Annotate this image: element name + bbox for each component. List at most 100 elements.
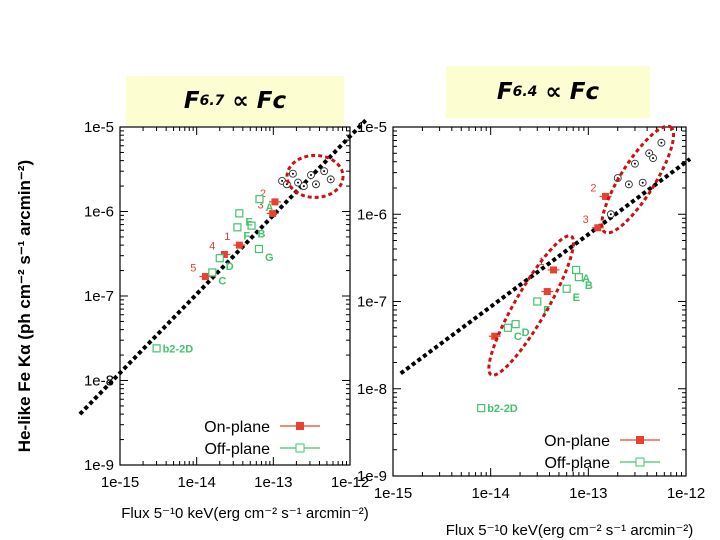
- title-right-symbol: F: [496, 79, 513, 105]
- x-axis-label: Flux 5⁻¹0 keV(erg cm⁻² s⁻¹ arcmin⁻²): [121, 505, 369, 522]
- off-plane-point: [215, 254, 224, 263]
- on-plane-point: [602, 192, 610, 200]
- on-plane-label: 5: [190, 263, 196, 275]
- y-tick-label: 1e-8: [84, 373, 114, 390]
- highlight-ellipse: [285, 153, 345, 199]
- y-tick-label: 1e-5: [357, 119, 387, 136]
- off-plane-point: [254, 244, 264, 254]
- legend-marker: [635, 457, 645, 467]
- other-point-center: [302, 185, 305, 188]
- legend-marker: [296, 422, 304, 430]
- off-plane-label: D: [522, 327, 530, 339]
- other-point-center: [281, 179, 284, 182]
- on-plane-point: [271, 198, 279, 206]
- y-tick-label: 1e-9: [84, 457, 114, 474]
- other-point-center: [329, 178, 332, 181]
- x-tick-label: 1e-13: [254, 474, 292, 491]
- on-plane-point: [543, 288, 551, 296]
- y-axis-label: He-like Fe Kα (ph cm⁻² s⁻¹ arcmin⁻²): [15, 160, 34, 452]
- title-left-symbol: F: [183, 88, 200, 114]
- y-tick-label: 1e-7: [357, 294, 387, 311]
- off-plane-point: [562, 284, 571, 293]
- legend-label: Off-plane: [544, 455, 610, 472]
- other-point-center: [609, 213, 612, 216]
- other-point-center: [310, 174, 313, 177]
- x-tick-label: 1e-12: [667, 485, 705, 502]
- title-left-rhs: Fc: [256, 88, 287, 114]
- chart-right: 1e-15 1e-14 1e-13 1e-12 1e-9 1e-8 1e-7 1e-6 1e-5…: [357, 119, 705, 539]
- title-right-rhs: Fc: [569, 79, 600, 105]
- legend-marker: [636, 436, 644, 444]
- x-tick-label: 1e-15: [374, 485, 412, 502]
- other-point-center: [314, 183, 317, 186]
- on-plane-point: [550, 266, 558, 274]
- x-tick-label: 1e-13: [569, 485, 607, 502]
- other-point-center: [652, 157, 655, 160]
- chart-left: 1e-15 1e-14 1e-13 1e-12 1e-9 1e-8 1e-7 1e-6 1e-5…: [15, 118, 369, 522]
- off-plane-label: b2-2D: [163, 343, 194, 355]
- x-axis-label: Flux 5⁻¹0 keV(erg cm⁻² s⁻¹ arcmin⁻²): [446, 522, 694, 539]
- highlight-ellipse: [600, 124, 676, 235]
- on-plane-point: [201, 273, 209, 281]
- on-plane-label: 4: [209, 240, 215, 252]
- x-tick-label: 1e-15: [101, 474, 139, 491]
- off-plane-point: [247, 221, 256, 230]
- off-plane-point: [208, 268, 217, 277]
- off-plane-point: [233, 223, 242, 232]
- other-point-center: [297, 181, 300, 184]
- off-plane-label: F: [243, 230, 250, 242]
- title-right: F 6.4 ∝ Fc: [446, 66, 650, 118]
- off-plane-label: C: [218, 275, 226, 287]
- on-plane-label: 3: [583, 214, 589, 226]
- other-point-center: [633, 162, 636, 165]
- off-plane-label: A: [582, 273, 590, 285]
- off-plane-label: C: [514, 331, 522, 343]
- on-plane-point: [491, 332, 499, 340]
- other-point-center: [660, 141, 663, 144]
- on-plane-point: [220, 250, 228, 258]
- on-plane-label: 1: [224, 231, 230, 243]
- y-tick-label: 1e-6: [357, 206, 387, 223]
- legend-marker: [295, 443, 305, 453]
- off-plane-point: [235, 209, 244, 218]
- legend-label: Off-plane: [204, 441, 270, 458]
- off-plane-point: [255, 195, 264, 204]
- off-plane-label: b2-2D: [487, 403, 518, 415]
- y-tick-label: 1e-9: [357, 468, 387, 485]
- off-plane-label: B: [585, 280, 593, 292]
- x-tick-label: 1e-12: [331, 474, 369, 491]
- off-plane-point: [533, 297, 542, 306]
- y-tick-label: 1e-6: [84, 204, 114, 221]
- y-tick-label: 1e-5: [84, 119, 114, 136]
- x-tick-label: 1e-14: [471, 485, 509, 502]
- title-right-subscript: 6.4: [512, 84, 538, 100]
- on-plane-point: [594, 224, 602, 232]
- off-plane-point: [511, 320, 520, 329]
- y-tick-label: 1e-8: [357, 381, 387, 398]
- off-plane-label: G: [265, 252, 274, 264]
- other-point-center: [323, 170, 326, 173]
- x-tick-label: 1e-14: [177, 474, 215, 491]
- title-left-proportional: ∝: [232, 88, 249, 114]
- off-plane-label: A: [265, 202, 273, 214]
- legend-label: On-plane: [544, 433, 610, 450]
- on-plane-label: 2: [260, 188, 266, 200]
- off-plane-point: [477, 404, 486, 413]
- fit-line: [399, 157, 692, 375]
- off-plane-label: D: [226, 261, 234, 273]
- on-plane-label: 2: [590, 182, 596, 194]
- off-plane-point: [572, 265, 581, 275]
- y-tick-label: 1e-7: [84, 288, 114, 305]
- on-plane-point: [235, 241, 243, 249]
- title-right-proportional: ∝: [545, 79, 562, 105]
- title-left-subscript: 6.7: [199, 93, 225, 109]
- on-plane-label: 3: [258, 199, 264, 211]
- other-point-center: [627, 183, 630, 186]
- fit-line: [78, 118, 368, 416]
- other-point-center: [648, 152, 651, 155]
- title-left: F 6.7 ∝ Fc: [126, 76, 344, 126]
- legend-label: On-plane: [204, 419, 270, 436]
- off-plane-label: E: [245, 216, 252, 228]
- other-point-center: [641, 181, 644, 184]
